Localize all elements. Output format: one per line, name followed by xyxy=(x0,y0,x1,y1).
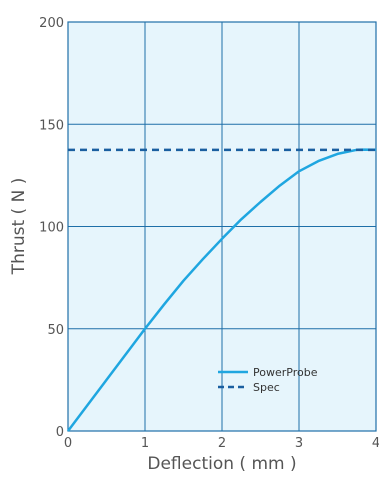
x-tick-label: 2 xyxy=(218,436,226,451)
x-tick-label: 0 xyxy=(64,436,72,451)
legend: PowerProbe Spec xyxy=(218,366,318,394)
x-axis-label: Deflection ( mm ) xyxy=(147,454,296,474)
x-tick-label: 3 xyxy=(295,436,303,451)
powerprobe-line xyxy=(67,148,377,432)
series-lines xyxy=(67,148,377,432)
y-tick-label: 100 xyxy=(39,221,64,236)
x-tick-labels: 0 1 2 3 4 xyxy=(64,436,379,451)
plot-frame xyxy=(67,21,377,432)
legend-label-powerprobe: PowerProbe xyxy=(253,366,318,379)
y-axis-label: Thrust ( N ) xyxy=(9,178,29,276)
y-tick-label: 0 xyxy=(56,425,64,440)
y-tick-label: 200 xyxy=(39,16,64,31)
legend-label-spec: Spec xyxy=(253,381,280,394)
y-tick-label: 150 xyxy=(39,118,64,133)
y-tick-label: 50 xyxy=(47,323,64,338)
grid-lines xyxy=(68,22,376,431)
y-tick-labels: 0 50 100 150 200 xyxy=(39,16,64,440)
axes xyxy=(67,21,377,432)
x-tick-label: 1 xyxy=(141,436,149,451)
x-tick-label: 4 xyxy=(372,436,379,451)
